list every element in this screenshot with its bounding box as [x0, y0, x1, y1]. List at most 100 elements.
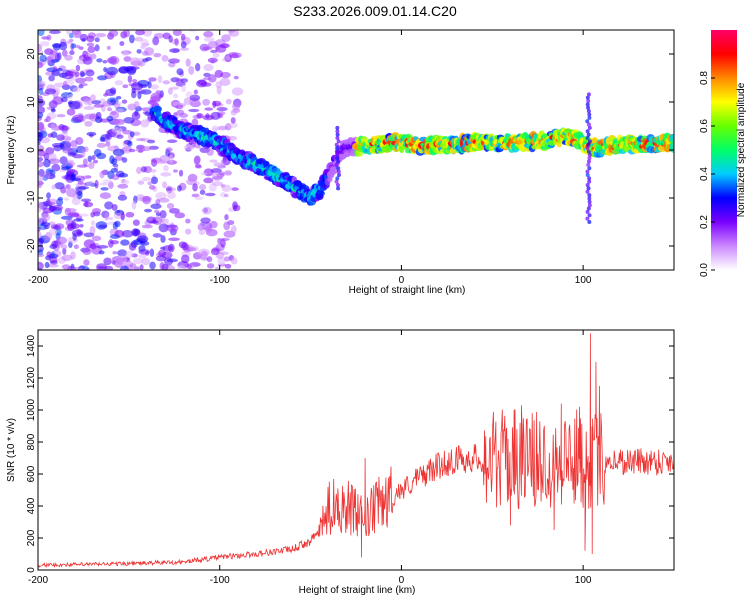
noise-blob — [99, 137, 106, 142]
noise-blob — [65, 40, 73, 45]
noise-blob — [91, 208, 102, 214]
noise-blob — [138, 254, 147, 259]
streak-blob — [334, 142, 339, 147]
noise-blob — [185, 58, 191, 67]
snr-series-line — [38, 333, 674, 568]
colorbar-tick-label: 0.4 — [699, 167, 710, 181]
noise-blob — [47, 133, 54, 138]
ridge-blob — [315, 192, 324, 201]
noise-blob — [162, 80, 171, 85]
noise-blob — [189, 246, 199, 252]
noise-blob — [230, 225, 237, 234]
noise-blob — [150, 220, 159, 224]
noise-blob — [168, 208, 180, 214]
noise-blob — [198, 229, 205, 236]
noise-blob — [107, 55, 120, 65]
noise-blob — [168, 154, 174, 164]
noise-blob — [180, 254, 190, 264]
noise-blob — [104, 201, 114, 210]
noise-blob — [89, 225, 96, 235]
noise-blob — [138, 249, 151, 255]
noise-blob — [38, 180, 43, 188]
noise-blob — [217, 165, 227, 169]
noise-blob — [56, 236, 68, 245]
noise-blob — [75, 64, 81, 72]
noise-blob — [61, 254, 73, 262]
noise-blob — [193, 156, 199, 165]
noise-blob — [56, 134, 65, 141]
noise-blob — [38, 121, 44, 131]
noise-blob — [45, 115, 51, 123]
noise-blob — [77, 112, 84, 120]
noise-blob — [123, 56, 132, 62]
streak-blob — [585, 183, 590, 188]
streak-blob — [587, 179, 592, 184]
noise-blob — [49, 260, 58, 265]
snr-ytick-label: 0 — [26, 567, 37, 573]
noise-blob — [220, 159, 227, 167]
noise-blob — [117, 183, 129, 189]
noise-blob — [60, 186, 67, 194]
noise-blob — [161, 218, 170, 224]
noise-blob — [79, 224, 84, 228]
noise-blob — [203, 37, 215, 42]
noise-blob — [79, 70, 85, 78]
noise-blob — [48, 253, 59, 259]
noise-blob — [80, 149, 86, 158]
noise-blob — [75, 77, 86, 84]
noise-blob — [198, 184, 207, 191]
noise-blob — [80, 198, 92, 203]
streak-blob — [587, 199, 592, 204]
noise-blob — [202, 98, 211, 106]
streak-blob — [587, 112, 592, 117]
noise-blob — [167, 243, 175, 253]
noise-blob — [231, 87, 244, 96]
noise-blob — [50, 123, 56, 131]
noise-blob — [56, 113, 66, 118]
noise-blob — [38, 226, 41, 232]
colorbar-gradient — [711, 30, 737, 270]
noise-blob — [96, 58, 103, 63]
noise-blob — [185, 218, 191, 224]
noise-blob — [65, 184, 71, 190]
noise-blob — [210, 168, 222, 174]
noise-blob — [82, 56, 93, 65]
noise-blob — [212, 52, 220, 58]
noise-blob — [162, 181, 168, 189]
noise-blob — [44, 261, 50, 269]
noise-blob — [90, 53, 97, 60]
streak-blob — [587, 203, 592, 208]
noise-blob — [59, 41, 68, 51]
noise-blob — [68, 100, 81, 110]
noise-blob — [178, 241, 187, 249]
noise-blob — [64, 141, 72, 150]
noise-blob — [38, 205, 42, 213]
snr-ytick-label: 1200 — [26, 366, 37, 389]
noise-blob — [41, 213, 51, 222]
noise-blob — [179, 113, 189, 118]
noise-blob — [84, 120, 93, 127]
noise-blob — [134, 36, 144, 42]
noise-blob — [160, 172, 172, 177]
noise-blob — [158, 93, 163, 99]
streak-blob — [335, 129, 340, 134]
noise-blob — [42, 207, 54, 214]
noise-blob — [39, 54, 47, 63]
streak-blob — [587, 196, 592, 201]
ridge-blob — [262, 160, 270, 167]
colorbar-label: Normalized spectral amplitude — [736, 82, 747, 217]
snr-xtick-label: 0 — [399, 575, 405, 586]
streak-blob — [336, 139, 341, 144]
streak-blob — [336, 159, 341, 164]
streak-blob — [587, 220, 592, 224]
noise-blob — [232, 102, 241, 111]
noise-blob — [173, 93, 179, 99]
noise-blob — [38, 134, 42, 143]
noise-blob — [105, 141, 111, 147]
figure-title: S233.2026.009.01.14.C20 — [293, 3, 457, 19]
noise-blob — [108, 181, 114, 189]
noise-blob — [168, 35, 173, 43]
noise-blob — [52, 66, 58, 71]
noise-blob — [114, 259, 123, 268]
